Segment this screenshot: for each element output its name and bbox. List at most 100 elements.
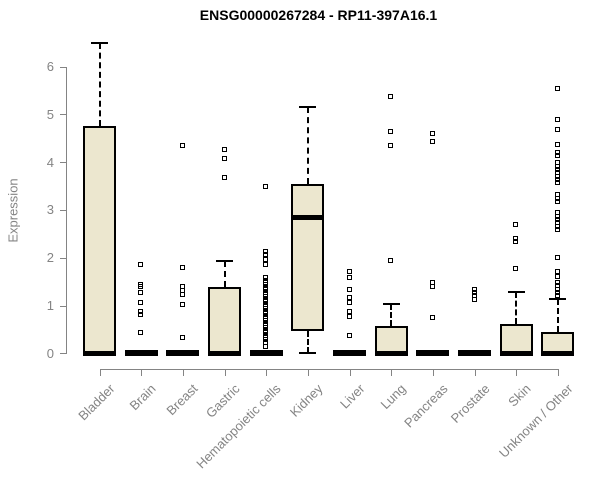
x-tick-label-pancreas: Pancreas xyxy=(401,381,451,431)
box-kidney xyxy=(291,184,325,331)
x-tick-label-lung: Lung xyxy=(377,381,409,413)
x-tick-label-liver: Liver xyxy=(336,381,368,412)
outlier-point xyxy=(554,86,560,92)
whisker-cap xyxy=(91,41,109,44)
whisker-line xyxy=(515,291,518,325)
outlier-point xyxy=(471,293,477,299)
whisker-line xyxy=(98,42,101,126)
whisker-cap xyxy=(507,290,525,293)
whisker-line xyxy=(306,107,309,185)
outlier-point xyxy=(138,330,144,336)
outlier-point xyxy=(263,261,269,267)
chart-title: ENSG00000267284 - RP11-397A16.1 xyxy=(199,7,438,23)
x-tick xyxy=(432,369,434,376)
outlier-point xyxy=(554,213,560,219)
outlier-point xyxy=(263,252,269,258)
outlier-point xyxy=(179,291,185,297)
y-tick-label: 1 xyxy=(46,298,54,314)
x-tick xyxy=(224,369,226,376)
median-line-pancreas xyxy=(416,350,450,357)
outlier-point xyxy=(554,217,560,223)
outlier-point xyxy=(263,184,269,190)
outlier-point xyxy=(388,93,394,99)
y-tick-label: 0 xyxy=(46,345,54,361)
y-axis-label: Expression xyxy=(5,178,21,243)
outlier-point xyxy=(221,146,227,152)
x-axis-line xyxy=(99,368,559,370)
outlier-point xyxy=(554,220,560,226)
y-tick-label: 3 xyxy=(46,202,54,218)
median-line-gastric xyxy=(208,350,242,356)
outlier-point xyxy=(346,313,352,319)
outlier-point xyxy=(138,300,144,306)
median-line-kidney xyxy=(291,215,325,221)
outlier-point xyxy=(429,138,435,144)
x-tick-label-unknown-other: Unknown / Other xyxy=(495,381,576,461)
outlier-point xyxy=(138,308,144,314)
outlier-point xyxy=(554,117,560,123)
x-tick xyxy=(307,369,309,376)
outlier-point xyxy=(138,289,144,295)
outlier-point xyxy=(138,283,144,289)
outlier-point xyxy=(138,261,144,267)
y-tick-label: 2 xyxy=(46,250,54,266)
y-tick xyxy=(60,114,66,116)
y-tick-label: 5 xyxy=(46,106,54,122)
x-tick xyxy=(182,369,184,376)
whisker-line xyxy=(306,330,309,354)
outlier-point xyxy=(513,236,519,242)
outlier-point xyxy=(346,286,352,292)
outlier-point xyxy=(179,335,185,341)
median-line-bladder xyxy=(83,350,117,356)
outlier-point xyxy=(138,312,144,318)
x-tick-label-kidney: Kidney xyxy=(286,381,326,420)
outlier-point xyxy=(554,173,560,179)
box-gastric xyxy=(208,287,242,354)
outlier-point xyxy=(554,160,560,166)
whisker-cap xyxy=(299,106,317,109)
outlier-point xyxy=(388,257,394,263)
y-tick-label: 6 xyxy=(46,59,54,75)
whisker-line xyxy=(390,304,393,326)
whisker-cap xyxy=(216,259,234,262)
outlier-point xyxy=(513,239,519,245)
y-tick xyxy=(60,209,66,211)
whisker-cap xyxy=(382,303,400,306)
outlier-point xyxy=(554,268,560,274)
y-tick xyxy=(60,353,66,355)
median-line-liver xyxy=(333,350,367,357)
outlier-point xyxy=(179,288,185,294)
outlier-point xyxy=(429,283,435,289)
x-tick xyxy=(141,369,143,376)
outlier-point xyxy=(346,300,352,306)
outlier-point xyxy=(346,275,352,281)
outlier-point xyxy=(554,227,560,233)
outlier-point xyxy=(471,290,477,296)
outlier-point xyxy=(346,332,352,338)
outlier-point xyxy=(179,143,185,149)
outlier-point xyxy=(554,280,560,286)
y-axis-line xyxy=(66,66,67,355)
median-line-prostate xyxy=(458,350,492,357)
median-line-lung xyxy=(374,350,408,356)
y-tick xyxy=(60,66,66,68)
x-tick-label-brain: Brain xyxy=(126,381,159,414)
outlier-point xyxy=(179,302,185,308)
box-skin xyxy=(499,324,533,354)
median-line-hematopoietic-cells xyxy=(249,350,283,357)
outlier-point xyxy=(554,180,560,186)
outlier-point xyxy=(554,255,560,261)
y-tick xyxy=(60,305,66,307)
outlier-point xyxy=(221,156,227,162)
outlier-point xyxy=(471,286,477,292)
x-tick xyxy=(474,369,476,376)
outlier-point xyxy=(221,175,227,181)
x-tick-label-gastric: Gastric xyxy=(202,381,243,421)
outlier-point xyxy=(388,129,394,135)
box-bladder xyxy=(83,125,117,354)
x-tick-label-breast: Breast xyxy=(163,381,201,419)
x-tick xyxy=(391,369,393,376)
outlier-point xyxy=(263,343,269,349)
outlier-point xyxy=(554,150,560,156)
outlier-point xyxy=(388,142,394,148)
